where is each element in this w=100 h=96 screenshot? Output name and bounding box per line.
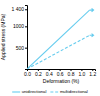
y-tick-label: 500 <box>16 45 25 51</box>
plot: 0.0 0.2 0.4 0.6 0.81.0 1.2 500 1000 1 400 Deforma… <box>0 6 96 85</box>
legend-label: multidirectional <box>60 89 88 94</box>
x-tick-label: 0.8 <box>68 71 75 77</box>
x-tick: 1.0 <box>78 69 85 77</box>
legend-swatch <box>50 91 58 92</box>
x-axis-title: Deformation (%) <box>43 78 80 84</box>
x-tick: 1.2 <box>89 69 96 77</box>
legend: unidirectional multidirectional <box>12 89 88 94</box>
y-tick: 500 <box>16 45 27 51</box>
arrow-head <box>90 9 94 12</box>
y-tick: 1 400 <box>11 6 27 12</box>
legend-label: unidirectional <box>22 89 47 94</box>
y-tick-label: 1000 <box>13 23 24 29</box>
legend-swatch <box>12 91 20 92</box>
y-axis-title: Applied stress (MPa) <box>0 13 6 60</box>
lines <box>27 10 90 69</box>
y-axis: 500 1000 1 400 <box>11 6 27 70</box>
y-tick-label: 1 400 <box>11 6 24 12</box>
chart: 0.0 0.2 0.4 0.6 0.81.0 1.2 500 1000 1 400 Deforma… <box>0 0 100 96</box>
y-tick-mark <box>25 48 27 49</box>
x-tick-label: 0.6 <box>57 71 64 77</box>
x-tick: 0.8 <box>68 69 75 77</box>
y-tick-mark <box>25 26 27 27</box>
x-tick-label: 1.2 <box>89 71 96 77</box>
x-tick-label: 1.0 <box>78 71 85 77</box>
x-tick: 0.6 <box>57 69 64 77</box>
x-tick-label: 0.0 <box>24 71 31 77</box>
y-tick: 1000 <box>13 23 27 29</box>
arrow-head <box>90 34 94 37</box>
x-axis: 0.0 0.2 0.4 0.6 0.81.0 1.2 <box>24 69 96 77</box>
legend-item: unidirectional <box>12 89 46 94</box>
y-tick-mark <box>25 9 27 10</box>
x-tick-label: 0.2 <box>35 71 42 77</box>
legend-item: multidirectional <box>50 89 87 94</box>
series-line <box>27 35 90 69</box>
x-tick-label: 0.4 <box>46 71 53 77</box>
y-axis-line <box>25 6 28 70</box>
x-tick: 0.4 <box>46 69 53 77</box>
x-tick: 0.0 <box>24 69 31 77</box>
series-line <box>27 10 90 69</box>
x-tick: 0.2 <box>35 69 42 77</box>
